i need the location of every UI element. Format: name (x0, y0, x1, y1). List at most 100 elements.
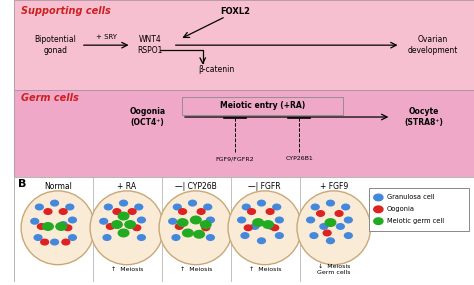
Circle shape (103, 235, 111, 240)
Circle shape (69, 235, 76, 240)
Circle shape (327, 200, 334, 206)
Text: Meiotic germ cell: Meiotic germ cell (387, 218, 444, 224)
Circle shape (238, 217, 246, 223)
Text: Meiotic entry (+RA): Meiotic entry (+RA) (220, 101, 305, 110)
Text: FOXL2: FOXL2 (220, 7, 250, 16)
Circle shape (201, 221, 211, 228)
Circle shape (320, 224, 328, 229)
Circle shape (118, 229, 129, 237)
Circle shape (51, 239, 58, 245)
Text: Ovarian
development: Ovarian development (408, 35, 458, 55)
Text: Bipotential
gonad: Bipotential gonad (35, 35, 76, 55)
Circle shape (104, 204, 112, 210)
Text: ↑  Meiosis: ↑ Meiosis (248, 267, 281, 272)
Circle shape (267, 224, 275, 229)
Circle shape (137, 217, 146, 223)
Circle shape (69, 217, 76, 223)
Text: ↑  Meiosis: ↑ Meiosis (110, 267, 143, 272)
Text: FGF9/FGFR2: FGF9/FGFR2 (216, 156, 254, 161)
Circle shape (345, 233, 352, 238)
Text: + SRY: + SRY (96, 34, 117, 40)
Circle shape (62, 239, 70, 245)
Circle shape (177, 219, 188, 226)
Text: + RA: + RA (117, 182, 137, 191)
Circle shape (44, 209, 52, 214)
Bar (14, 90, 474, 177)
Circle shape (253, 219, 264, 226)
Circle shape (271, 225, 279, 231)
Circle shape (207, 217, 214, 223)
Circle shape (251, 224, 259, 229)
Text: ↓  Meiosis
Germ cells: ↓ Meiosis Germ cells (317, 264, 350, 275)
Circle shape (325, 219, 336, 226)
Circle shape (189, 200, 196, 206)
Circle shape (137, 235, 146, 240)
Circle shape (275, 217, 283, 223)
Text: Granulosa cell: Granulosa cell (387, 194, 434, 200)
Circle shape (374, 206, 383, 213)
Circle shape (133, 225, 141, 231)
Circle shape (311, 204, 319, 210)
FancyBboxPatch shape (182, 97, 343, 115)
Circle shape (307, 217, 315, 223)
Circle shape (197, 209, 205, 214)
Circle shape (106, 224, 114, 229)
Circle shape (34, 235, 42, 240)
Text: —| FGFR: —| FGFR (248, 182, 281, 191)
Circle shape (59, 209, 67, 214)
Ellipse shape (159, 191, 233, 265)
Circle shape (37, 224, 45, 229)
Circle shape (242, 204, 250, 210)
Circle shape (202, 225, 210, 231)
Circle shape (345, 217, 352, 223)
Circle shape (204, 204, 212, 210)
Circle shape (43, 223, 53, 230)
Bar (14, 0, 474, 90)
Circle shape (66, 204, 74, 210)
Circle shape (207, 235, 214, 240)
Circle shape (241, 233, 249, 238)
Circle shape (100, 219, 108, 224)
Ellipse shape (228, 191, 301, 265)
Text: B: B (18, 179, 26, 189)
Circle shape (135, 204, 143, 210)
Circle shape (56, 223, 66, 230)
Circle shape (323, 230, 331, 236)
Ellipse shape (297, 191, 371, 265)
Ellipse shape (21, 191, 95, 265)
Circle shape (182, 229, 193, 237)
Circle shape (128, 209, 136, 214)
Text: CYP26B1: CYP26B1 (285, 156, 313, 161)
Text: Oocyte
(STRA8⁺): Oocyte (STRA8⁺) (404, 107, 443, 127)
Text: Germ cells: Germ cells (21, 93, 79, 103)
Circle shape (247, 209, 255, 214)
Text: —| CYP26B: —| CYP26B (175, 182, 217, 191)
Circle shape (194, 231, 204, 238)
Text: Oogonia
(OCT4⁺): Oogonia (OCT4⁺) (129, 107, 165, 127)
Circle shape (257, 200, 265, 206)
Circle shape (112, 221, 122, 228)
Circle shape (59, 222, 67, 227)
Circle shape (41, 239, 48, 245)
Circle shape (113, 209, 121, 214)
Circle shape (169, 219, 177, 224)
Circle shape (172, 235, 180, 240)
Circle shape (342, 204, 350, 210)
Circle shape (374, 194, 383, 201)
Text: Normal: Normal (44, 182, 72, 191)
Circle shape (374, 218, 383, 225)
Circle shape (36, 204, 43, 210)
Circle shape (275, 233, 283, 238)
Text: WNT4
RSPO1: WNT4 RSPO1 (137, 35, 163, 55)
Circle shape (263, 221, 273, 228)
Circle shape (335, 211, 343, 216)
Circle shape (327, 238, 334, 244)
Text: ↑  Meiosis: ↑ Meiosis (180, 267, 212, 272)
Text: + FGF9: + FGF9 (319, 182, 348, 191)
Bar (369, 188, 469, 231)
Circle shape (273, 204, 281, 210)
Circle shape (31, 219, 39, 224)
Circle shape (179, 209, 186, 214)
Circle shape (119, 200, 128, 206)
Circle shape (191, 216, 201, 224)
